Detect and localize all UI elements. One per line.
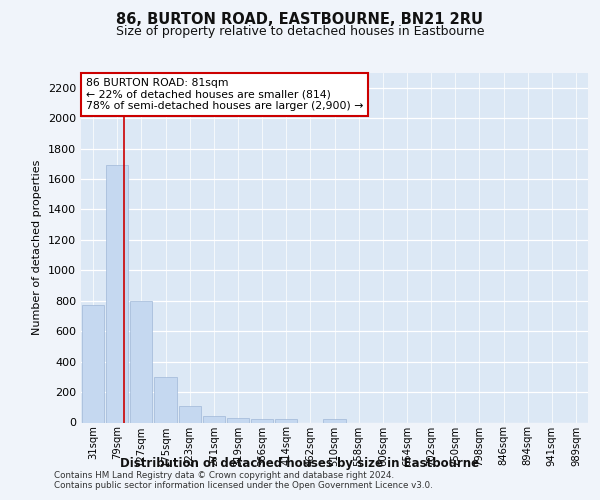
- Text: Distribution of detached houses by size in Eastbourne: Distribution of detached houses by size …: [121, 458, 479, 470]
- Bar: [275, 419, 298, 422]
- Bar: [227, 418, 249, 422]
- Bar: [154, 377, 176, 422]
- Bar: [82, 306, 104, 422]
- Bar: [203, 416, 225, 422]
- Text: 86, BURTON ROAD, EASTBOURNE, BN21 2RU: 86, BURTON ROAD, EASTBOURNE, BN21 2RU: [116, 12, 484, 28]
- Text: Size of property relative to detached houses in Eastbourne: Size of property relative to detached ho…: [116, 25, 484, 38]
- Bar: [251, 419, 273, 422]
- Text: 86 BURTON ROAD: 81sqm
← 22% of detached houses are smaller (814)
78% of semi-det: 86 BURTON ROAD: 81sqm ← 22% of detached …: [86, 78, 364, 111]
- Bar: [323, 420, 346, 422]
- Text: Contains public sector information licensed under the Open Government Licence v3: Contains public sector information licen…: [54, 481, 433, 490]
- Bar: [179, 406, 201, 422]
- Text: Contains HM Land Registry data © Crown copyright and database right 2024.: Contains HM Land Registry data © Crown c…: [54, 471, 394, 480]
- Bar: [106, 166, 128, 422]
- Y-axis label: Number of detached properties: Number of detached properties: [32, 160, 43, 335]
- Bar: [130, 301, 152, 422]
